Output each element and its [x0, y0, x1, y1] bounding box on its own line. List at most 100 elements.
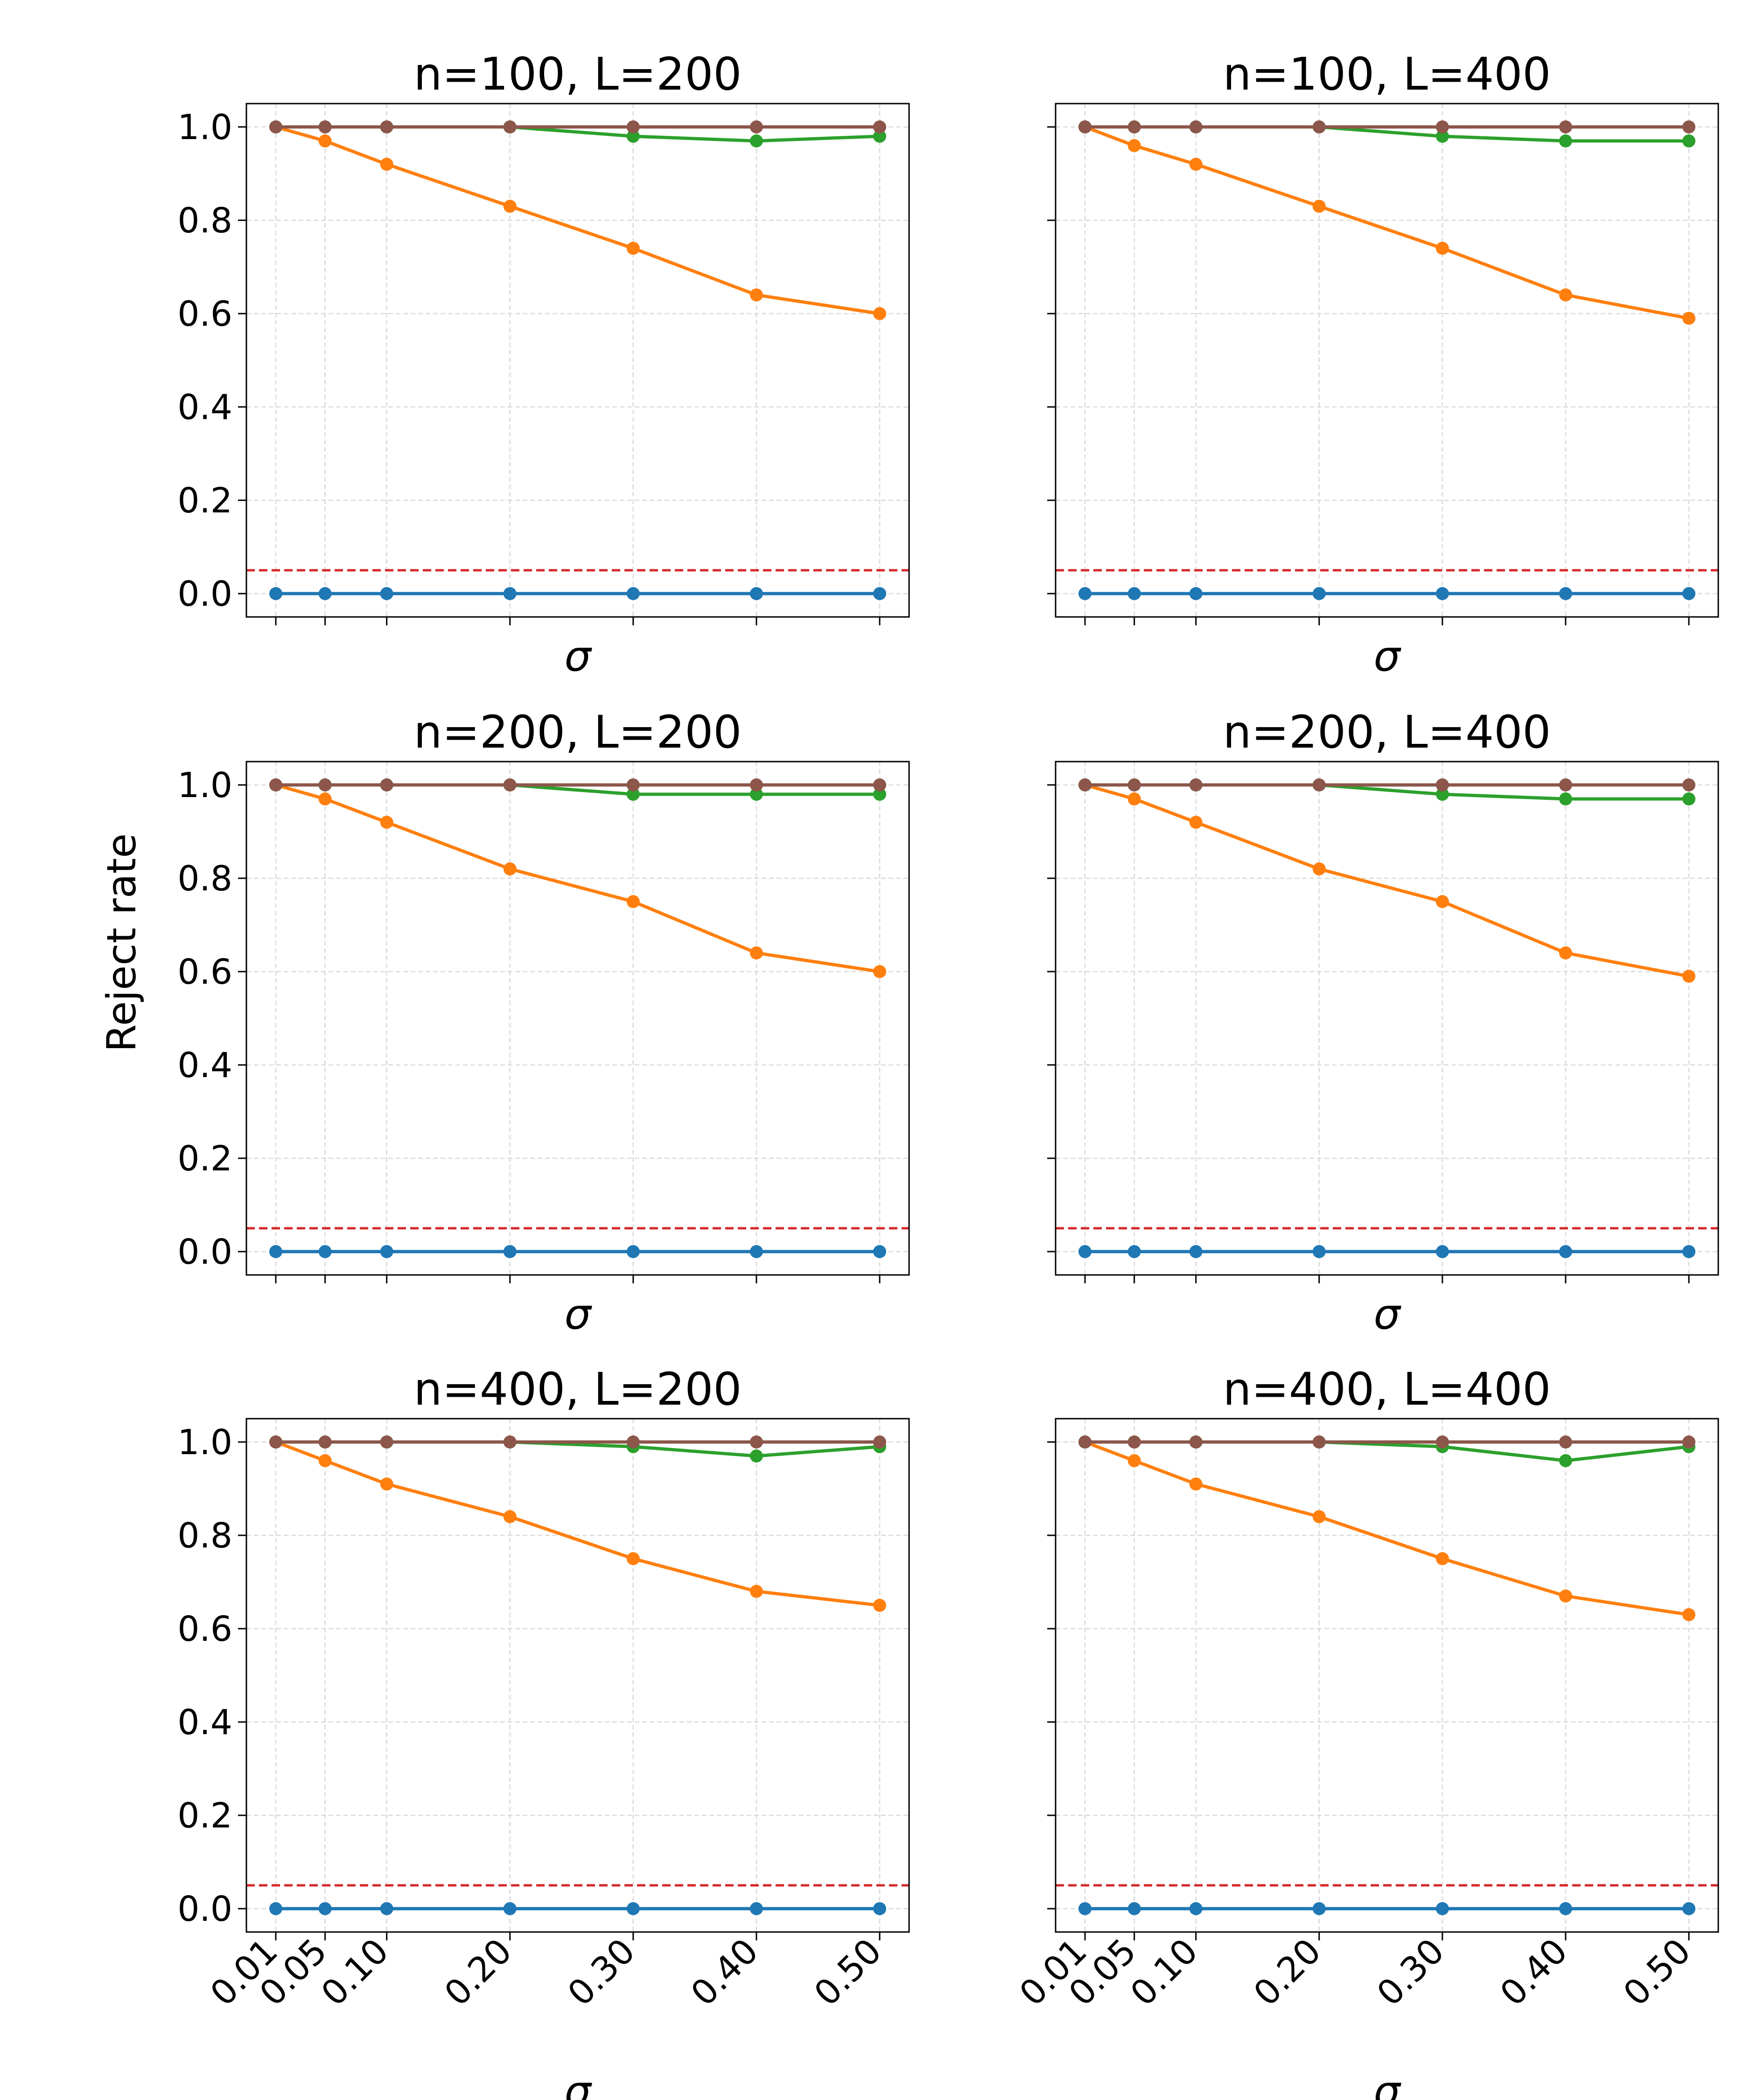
- ytick-label: 0.8: [177, 201, 232, 241]
- data-point-orange: [1682, 312, 1695, 325]
- data-point-orange: [1559, 946, 1572, 959]
- data-point-blue: [318, 1245, 332, 1258]
- data-point-blue: [749, 1902, 763, 1915]
- panel-title: n=400, L=200: [414, 1363, 742, 1415]
- data-point-brown: [1078, 778, 1092, 791]
- data-point-brown: [1682, 120, 1695, 133]
- data-point-blue: [1127, 1245, 1141, 1258]
- data-point-blue: [1078, 1902, 1092, 1915]
- data-point-blue: [873, 587, 886, 600]
- data-point-brown: [503, 1435, 517, 1449]
- data-point-orange: [1682, 1608, 1695, 1621]
- ytick-label: 0.2: [177, 1139, 232, 1179]
- ytick-label: 0.8: [177, 859, 232, 899]
- data-point-orange: [1312, 200, 1326, 213]
- data-point-brown: [1312, 778, 1326, 791]
- ytick-label: 0.6: [177, 952, 232, 992]
- figure-ylabel: Reject rate: [98, 833, 145, 1052]
- panel-title: n=200, L=200: [414, 706, 742, 758]
- data-point-orange: [1559, 288, 1572, 301]
- data-point-brown: [1559, 120, 1572, 133]
- data-point-brown: [1435, 778, 1449, 791]
- data-point-orange: [318, 1454, 332, 1467]
- data-point-brown: [1312, 120, 1326, 133]
- ytick-label: 0.6: [177, 294, 232, 334]
- data-point-blue: [873, 1245, 886, 1258]
- data-point-brown: [749, 120, 763, 133]
- data-point-blue: [1559, 587, 1572, 600]
- data-point-blue: [1078, 1245, 1092, 1258]
- x-axis-label: σ: [564, 1290, 592, 1339]
- data-point-brown: [1189, 778, 1203, 791]
- data-point-blue: [1682, 1902, 1695, 1915]
- data-point-orange: [380, 816, 393, 829]
- data-point-brown: [1559, 778, 1572, 791]
- data-point-blue: [749, 587, 763, 600]
- data-point-green: [873, 130, 886, 143]
- data-point-orange: [1312, 1510, 1326, 1523]
- data-point-orange: [749, 946, 763, 959]
- panel-title: n=400, L=400: [1223, 1363, 1551, 1415]
- data-point-brown: [1078, 1435, 1092, 1449]
- data-point-brown: [1435, 1435, 1449, 1449]
- data-point-brown: [318, 1435, 332, 1449]
- data-point-brown: [318, 120, 332, 133]
- ytick-label: 0.4: [177, 387, 232, 427]
- data-point-blue: [1312, 587, 1326, 600]
- data-point-brown: [503, 120, 517, 133]
- panel-3: 0.0 0.2 0.4 0.6 0.8 1.0 n=200, L=200 σ: [177, 706, 910, 1339]
- data-point-green: [749, 788, 763, 801]
- data-point-orange: [503, 1510, 517, 1523]
- data-point-green: [749, 1449, 763, 1463]
- data-point-orange: [1559, 1589, 1572, 1603]
- ytick-label: 0.0: [177, 1232, 232, 1272]
- data-point-brown: [1127, 120, 1141, 133]
- x-axis-label: σ: [1373, 2067, 1401, 2100]
- ytick-label: 0.6: [177, 1609, 232, 1649]
- data-point-blue: [269, 587, 282, 600]
- ytick-label: 1.0: [177, 1422, 232, 1463]
- data-point-orange: [1682, 970, 1695, 983]
- data-point-blue: [503, 1245, 517, 1258]
- data-point-brown: [749, 778, 763, 791]
- data-point-orange: [626, 242, 640, 255]
- data-point-brown: [269, 120, 282, 133]
- x-axis-label: σ: [564, 2067, 592, 2100]
- x-axis-label: σ: [1373, 632, 1401, 681]
- data-point-brown: [1435, 120, 1449, 133]
- data-point-orange: [1435, 242, 1449, 255]
- ytick-label: 1.0: [177, 765, 232, 805]
- data-point-blue: [1078, 587, 1092, 600]
- data-point-green: [1435, 788, 1449, 801]
- data-point-green: [626, 130, 640, 143]
- data-point-orange: [1189, 1477, 1203, 1491]
- data-point-orange: [626, 1552, 640, 1565]
- plot-frame: [245, 1418, 910, 1933]
- data-point-green: [1559, 134, 1572, 147]
- data-point-blue: [1682, 587, 1695, 600]
- data-point-blue: [318, 587, 332, 600]
- data-point-brown: [1312, 1435, 1326, 1449]
- panel-title: n=200, L=400: [1223, 706, 1551, 758]
- data-point-orange: [380, 1477, 393, 1491]
- ytick-label: 0.4: [177, 1702, 232, 1743]
- data-point-blue: [503, 587, 517, 600]
- data-point-brown: [873, 120, 886, 133]
- data-point-orange: [1435, 1552, 1449, 1565]
- ytick-label: 0.4: [177, 1045, 232, 1085]
- data-point-brown: [1682, 1435, 1695, 1449]
- ytick-label: 0.2: [177, 481, 232, 521]
- data-point-brown: [626, 778, 640, 791]
- data-point-orange: [626, 895, 640, 908]
- data-point-blue: [1435, 1902, 1449, 1915]
- data-point-brown: [269, 778, 282, 791]
- data-point-green: [873, 788, 886, 801]
- data-point-orange: [1189, 158, 1203, 171]
- data-point-blue: [1127, 1902, 1141, 1915]
- data-point-brown: [873, 1435, 886, 1449]
- data-point-orange: [1127, 792, 1141, 805]
- data-point-brown: [269, 1435, 282, 1449]
- data-point-brown: [873, 778, 886, 791]
